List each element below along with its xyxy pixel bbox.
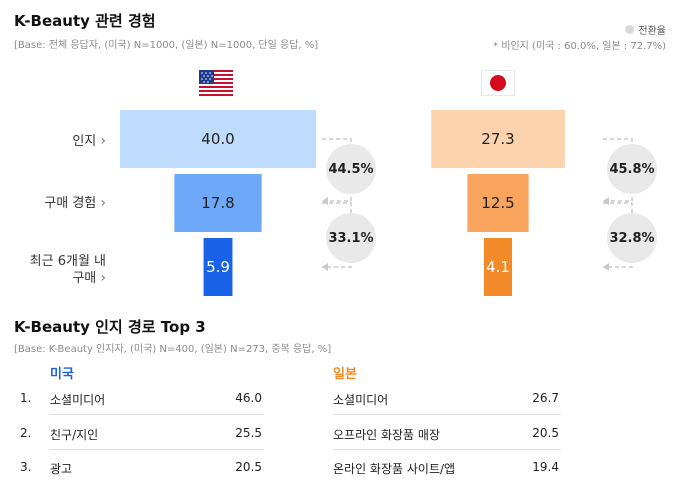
jp-value-3: 19.4: [532, 460, 559, 474]
us-value-1: 46.0: [235, 391, 262, 405]
legend: 전환율: [625, 22, 666, 37]
stage-label-awareness: 인지 ›: [72, 133, 106, 149]
divider: [333, 449, 561, 450]
connector-line: [322, 202, 352, 215]
funnel-bar-jp-2: [467, 174, 529, 232]
japan-flag-icon: [480, 69, 516, 97]
base-note-experience: [Base: 전체 응답자, (미국) N=1000, (일본) N=1000,…: [14, 40, 319, 51]
arrow-left-icon: [603, 197, 609, 205]
section-title-channels: K-Beauty 인지 경로 Top 3: [14, 318, 206, 336]
jp-channel-3: 온라인 화장품 사이트/앱: [333, 462, 456, 476]
funnel-bar-us-2: [174, 174, 262, 232]
stage-label-purchase: 구매 경험 ›: [44, 195, 106, 211]
connector-line: [322, 138, 352, 146]
base-note-channels: [Base: K-Beauty 인지자, (미국) N=400, (일본) N=…: [14, 344, 332, 355]
divider: [50, 414, 264, 415]
us-channel-2: 친구/지인: [50, 428, 99, 442]
us-value-3: 20.5: [235, 460, 262, 474]
us-column-header: 미국: [50, 367, 74, 382]
arrow-left-icon: [322, 197, 328, 205]
funnel-bar-us-1: [120, 110, 316, 168]
rank-2: 2.: [20, 426, 32, 440]
chevron-right-icon: ›: [100, 133, 106, 149]
jp-value-2: 20.5: [532, 426, 559, 440]
funnel-bar-us-3: [203, 238, 233, 296]
us-channel-1: 소셜미디어: [50, 393, 106, 407]
jp-channel-1: 소셜미디어: [333, 393, 389, 407]
legend-dot-icon: [625, 25, 635, 34]
funnel-value-us-3: 5.9: [206, 258, 230, 276]
arrow-left-icon: [322, 263, 328, 271]
funnel-value-jp-2: 12.5: [481, 194, 514, 212]
stage-label-recent-purchase: 최근 6개월 내 구매 ›: [29, 254, 106, 286]
connector-line: [603, 138, 633, 146]
chevron-right-icon: ›: [100, 270, 106, 286]
us-channel-3: 광고: [50, 462, 73, 476]
funnel-bar-jp-3: [484, 238, 512, 296]
us-flag-icon: [198, 69, 234, 97]
funnel-value-us-2: 17.8: [201, 194, 234, 212]
unaware-note: * 비인지 (미국 : 60.0%, 일본 : 72.7%): [493, 41, 666, 52]
jp-channel-2: 오프라인 화장품 매장: [333, 428, 440, 442]
conversion-circle-jp-2: 32.8%: [607, 213, 657, 263]
divider: [333, 414, 561, 415]
conversion-circle-us-1: 44.5%: [326, 144, 376, 194]
conversion-circle-us-2: 33.1%: [326, 213, 376, 263]
jp-column-header: 일본: [333, 367, 357, 382]
chevron-right-icon: ›: [100, 195, 106, 211]
funnel-value-jp-1: 27.3: [481, 130, 514, 148]
funnel-value-us-1: 40.0: [201, 130, 234, 148]
jp-value-1: 26.7: [532, 391, 559, 405]
section-title-experience: K-Beauty 관련 경험: [14, 12, 156, 30]
funnel-value-jp-3: 4.1: [486, 258, 510, 276]
connector-line: [603, 202, 633, 215]
funnel-chart: 40.0 17.8 5.9 27.3 12.5 4.1: [120, 110, 633, 296]
rank-3: 3.: [20, 460, 32, 474]
divider: [50, 449, 264, 450]
funnel-bar-jp-1: [431, 110, 565, 168]
conversion-circle-jp-1: 45.8%: [607, 144, 657, 194]
legend-label: 전환율: [638, 26, 666, 37]
us-value-2: 25.5: [235, 426, 262, 440]
rank-1: 1.: [20, 391, 32, 405]
arrow-left-icon: [603, 263, 609, 271]
